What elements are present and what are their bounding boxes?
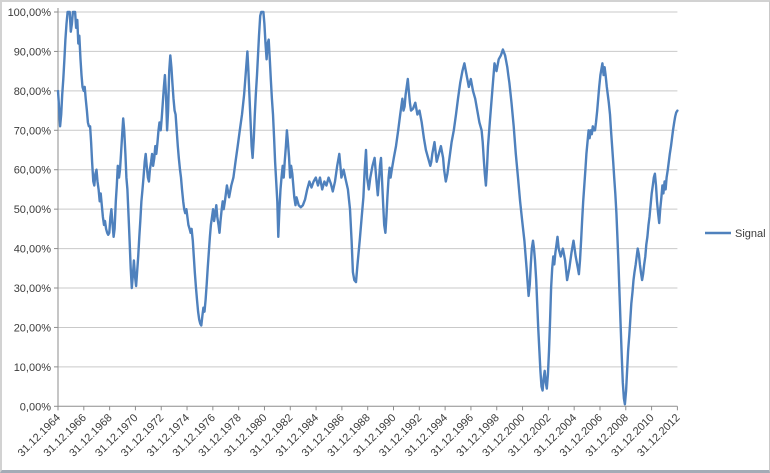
y-axis-label: 80,00% [14,86,52,98]
axes [54,8,678,411]
y-axis-label: 50,00% [14,204,52,216]
y-axis-label: 40,00% [14,244,52,256]
y-axis-label: 90,00% [14,46,52,58]
y-axis-label: 0,00% [20,401,51,413]
y-axis-label: 20,00% [14,322,52,334]
legend-label: Signal [735,228,766,240]
y-axis-labels: 100,00% 90,00% 80,00% 70,00% 60,00% 50,00% 40,… [8,7,52,413]
series-layer [56,10,679,406]
y-axis-label: 70,00% [14,125,52,137]
x-axis-labels: 31.12.196431.12.196631.12.196831.12.1970… [16,412,683,459]
legend: Signal [705,228,766,240]
y-axis-label: 60,00% [14,165,52,177]
series-line-signal [56,10,679,406]
y-axis-label: 100,00% [8,7,52,19]
y-axis-label: 30,00% [14,283,52,295]
y-axis-label: 10,00% [14,362,52,374]
